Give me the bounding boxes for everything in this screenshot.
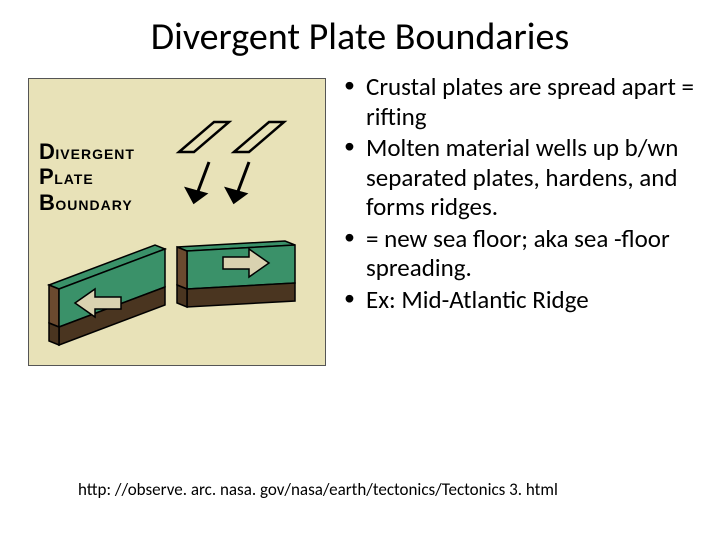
list-item: Molten material wells up b/wn separated … [340, 133, 700, 222]
diagram-label: DIVERGENT PLATE BOUNDARY [39, 139, 135, 215]
schematic-icon [169, 107, 299, 227]
list-item: Ex: Mid-Atlantic Ridge [340, 285, 700, 315]
plates-diagram [37, 227, 319, 357]
label-3-initial: B [39, 190, 55, 215]
label-3-rest: OUNDARY [55, 197, 132, 213]
label-2-initial: P [39, 164, 54, 189]
label-2-rest: LATE [54, 171, 94, 187]
page-title: Divergent Plate Boundaries [0, 0, 720, 68]
bullet-list: Crustal plates are spread apart = riftin… [340, 68, 700, 366]
list-item: = new sea floor; aka sea -floor spreadin… [340, 224, 700, 283]
label-1-rest: IVERGENT [55, 146, 135, 162]
source-url: http: //observe. arc. nasa. gov/nasa/ear… [78, 479, 558, 500]
content-row: DIVERGENT PLATE BOUNDARY [0, 68, 720, 366]
diagram-panel: DIVERGENT PLATE BOUNDARY [28, 78, 326, 366]
label-1-initial: D [39, 139, 55, 164]
list-item: Crustal plates are spread apart = riftin… [340, 72, 700, 131]
